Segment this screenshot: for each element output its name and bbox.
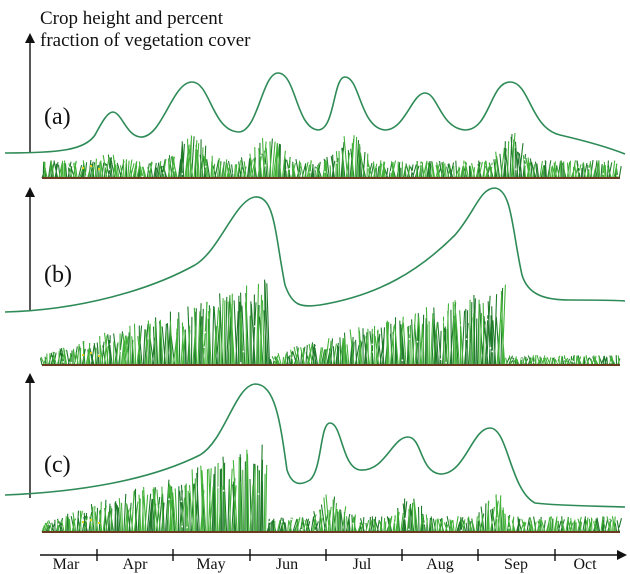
flowers	[62, 305, 612, 366]
month-label: Jul	[353, 556, 372, 573]
month-label: Oct	[573, 556, 597, 573]
month-label: May	[196, 556, 225, 573]
panel-label: (c)	[44, 452, 71, 478]
month-label: Jun	[276, 556, 298, 573]
grass-light	[41, 449, 616, 533]
flowers	[69, 149, 618, 179]
y-axis-label: fraction of vegetation cover	[40, 30, 251, 51]
yellow-flowers	[82, 165, 100, 170]
month-label: Sep	[504, 556, 528, 573]
yellow-flowers	[82, 352, 100, 357]
grass-illustration	[39, 132, 623, 533]
month-label: Mar	[53, 556, 80, 573]
y-axis-label: Crop height and percent	[40, 8, 224, 29]
yellow-flowers	[82, 519, 100, 524]
month-label: Aug	[426, 556, 454, 573]
month-label: Apr	[123, 556, 149, 573]
panel-label: (a)	[44, 104, 71, 130]
cover-curve	[4, 383, 626, 508]
time-ticks	[96, 549, 556, 561]
grass-light	[40, 283, 620, 366]
grass-light	[43, 132, 618, 179]
cover-curve	[4, 72, 626, 155]
cover-curve	[4, 187, 626, 313]
panel-label: (b)	[44, 262, 72, 288]
flowers	[48, 474, 621, 533]
